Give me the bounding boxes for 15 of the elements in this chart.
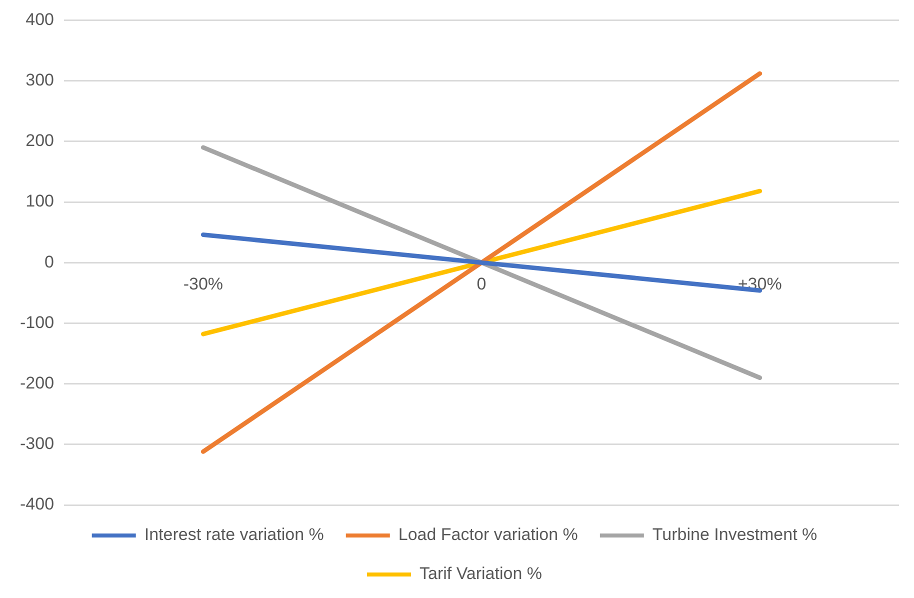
y-tick-label: 200	[26, 131, 54, 150]
y-tick-label: -300	[20, 434, 54, 454]
y-tick-label: 400	[26, 10, 54, 29]
y-tick-label: 300	[26, 70, 54, 90]
x-tick-label: -30%	[183, 274, 224, 294]
y-tick-label: 0	[44, 252, 54, 272]
legend-label: Load Factor variation %	[398, 525, 578, 544]
y-tick-label: -400	[20, 494, 54, 514]
y-tick-label: -100	[20, 312, 54, 332]
x-tick-label: 0	[476, 274, 486, 294]
y-tick-label: -200	[20, 373, 54, 392]
legend-label: Tarif Variation %	[419, 564, 542, 584]
legend-label: Interest rate variation %	[144, 525, 324, 544]
legend-label: Turbine Investment %	[652, 525, 818, 544]
y-tick-label: 100	[26, 192, 54, 211]
